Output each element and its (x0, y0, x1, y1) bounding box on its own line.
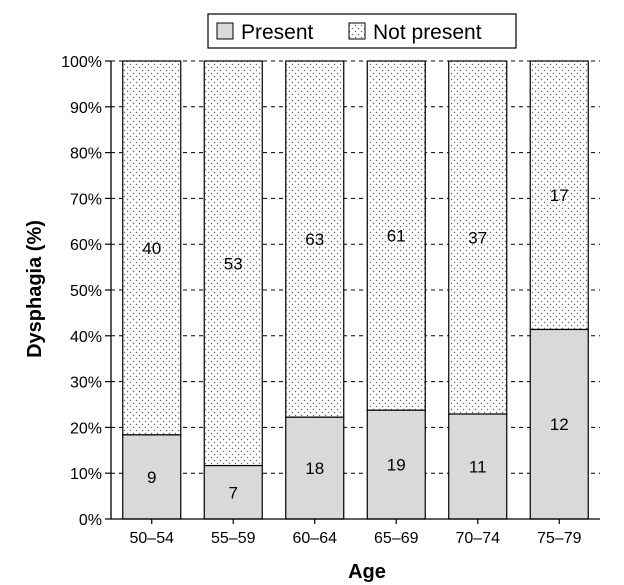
data-label-present: 19 (387, 456, 406, 475)
data-label-present: 18 (305, 459, 324, 478)
x-axis-title: Age (348, 561, 386, 583)
y-tick-label: 10% (70, 466, 102, 483)
bars: 9 40 7 53 18 63 19 61 11 37 12 17 (122, 60, 589, 520)
y-tick-label: 80% (70, 146, 102, 163)
data-label-present: 12 (550, 415, 569, 434)
legend-swatch-not-present (348, 22, 366, 40)
gridlines (111, 60, 600, 474)
bar-segment-present (448, 413, 508, 520)
y-tick-label: 20% (70, 420, 102, 437)
y-tick-label: 60% (70, 237, 102, 254)
legend: Present Not present (207, 13, 517, 49)
bar-segment-present (366, 409, 426, 520)
x-tick-label: 50–54 (130, 530, 175, 547)
data-label-not-present: 40 (142, 239, 161, 258)
bar-segment-not-present (203, 60, 263, 467)
bar-segment-not-present (529, 60, 589, 331)
y-tick-label: 30% (70, 375, 102, 392)
legend-label-not-present: Not present (373, 21, 482, 44)
data-label-not-present: 37 (468, 229, 487, 248)
bar-segment-present (203, 464, 263, 520)
x-tick-label: 75–79 (537, 530, 582, 547)
x-tick-label: 65–69 (374, 530, 419, 547)
y-tick-label: 50% (70, 283, 102, 300)
y-tick-label: 90% (70, 100, 102, 117)
y-axis-title: Dysphagia (%) (24, 220, 46, 358)
bar-segment-not-present (366, 60, 426, 411)
y-tick-label: 40% (70, 329, 102, 346)
bar-segment-not-present (285, 60, 345, 418)
bar-segment-not-present (448, 60, 508, 415)
bar-segment-present (285, 416, 345, 520)
legend-label-present: Present (241, 21, 314, 44)
bar-segment-present (122, 434, 182, 520)
bar-segment-not-present (122, 60, 182, 436)
y-axis: 0% 10% 20% 30% 40% 50% 60% 70% 80% 90% 100% (61, 54, 112, 529)
x-tick-label: 70–74 (456, 530, 501, 547)
data-label-present: 7 (229, 483, 238, 502)
data-label-not-present: 61 (387, 227, 406, 246)
data-label-not-present: 17 (550, 186, 569, 205)
data-label-not-present: 53 (224, 254, 243, 273)
data-label-present: 11 (469, 458, 487, 477)
bar-segment-present (529, 328, 589, 520)
legend-swatch-present (216, 22, 234, 40)
y-tick-label: 0% (79, 512, 102, 529)
data-label-not-present: 63 (305, 230, 324, 249)
x-tick-label: 60–64 (293, 530, 338, 547)
y-tick-label: 100% (61, 54, 102, 71)
data-label-present: 9 (147, 468, 156, 487)
y-tick-label: 70% (70, 191, 102, 208)
x-tick-label: 55–59 (211, 530, 256, 547)
x-axis: 50–54 55–59 60–64 65–69 70–74 75–79 (111, 518, 600, 547)
